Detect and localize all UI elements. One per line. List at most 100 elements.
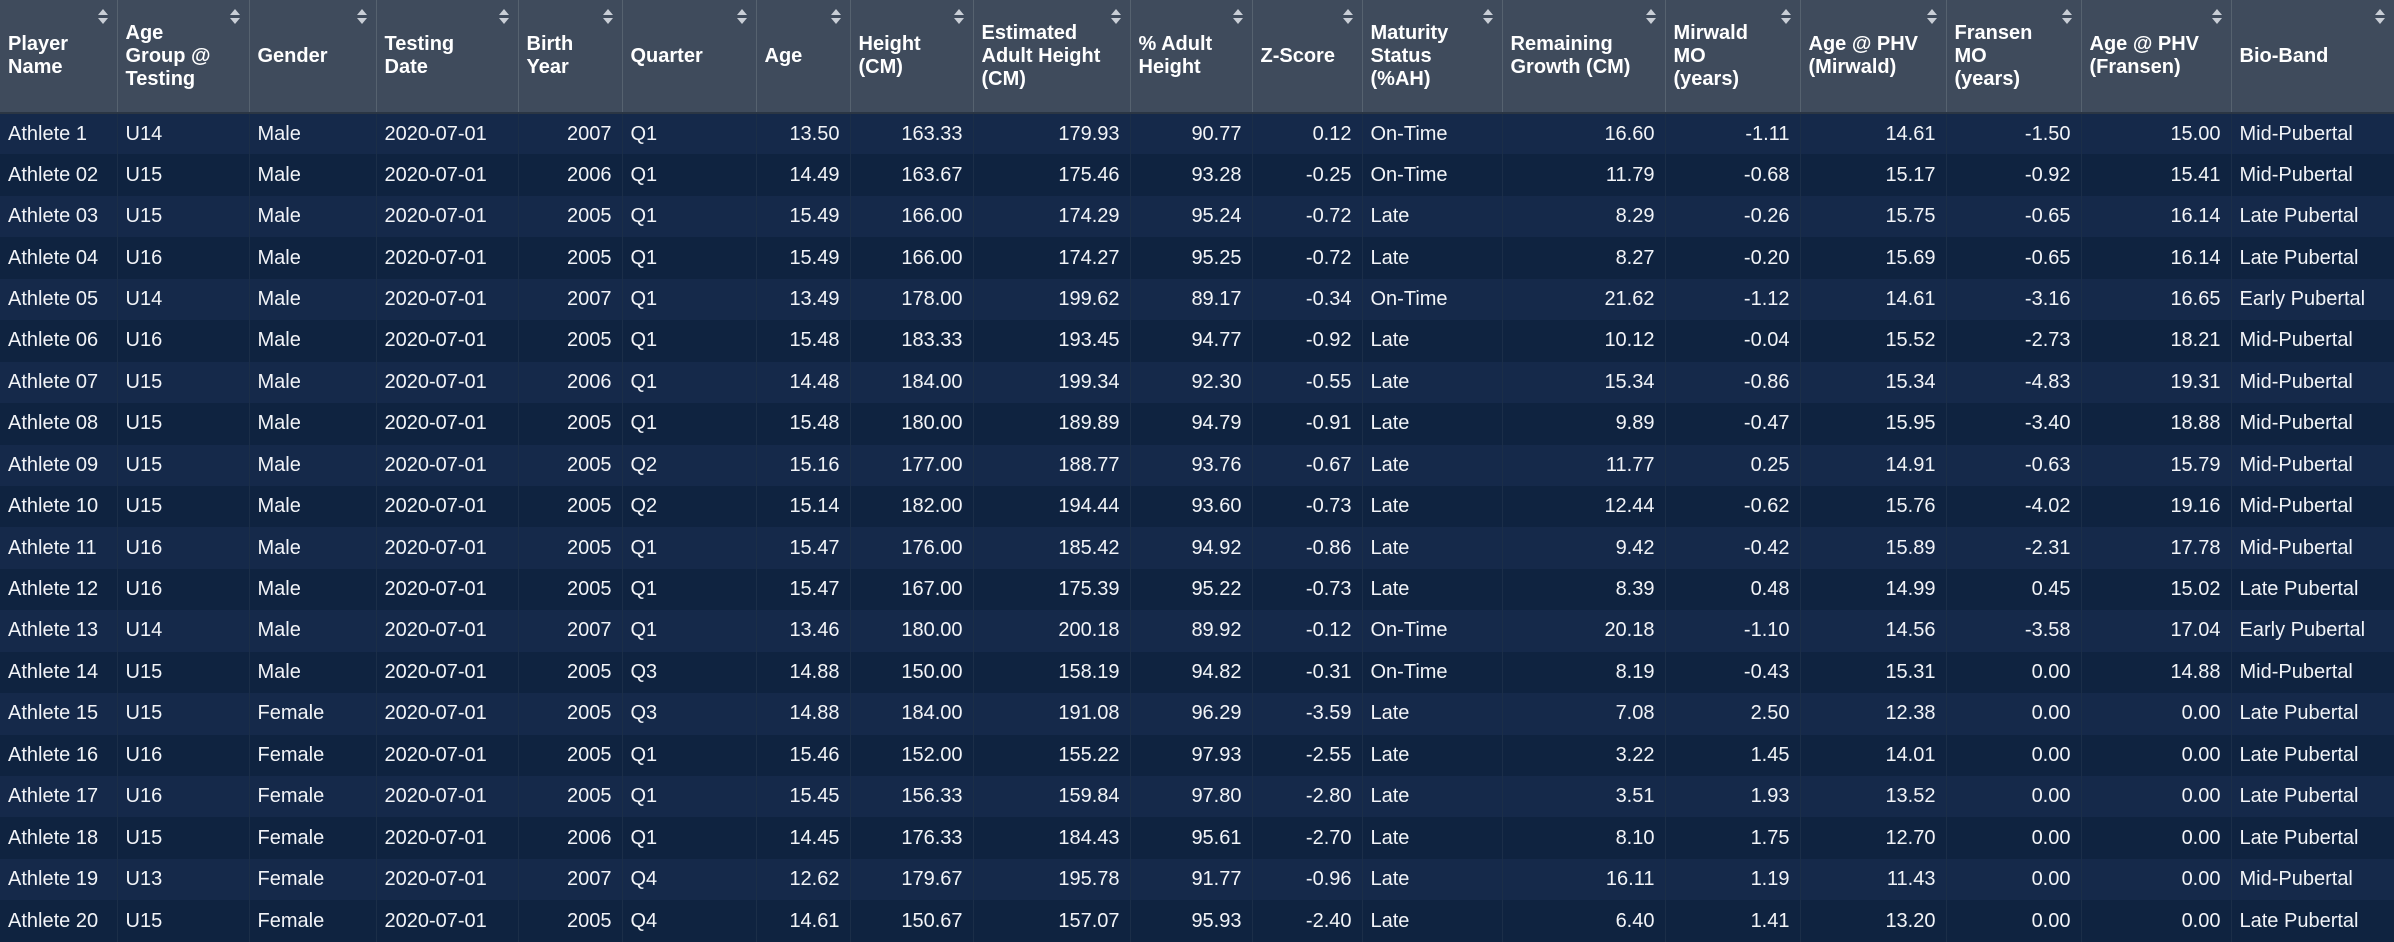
sort-arrows-icon[interactable] — [356, 9, 368, 27]
cell-bio-band: Late Pubertal — [2231, 734, 2394, 776]
sort-arrows-icon[interactable] — [2211, 9, 2223, 27]
cell-gender: Male — [249, 568, 377, 611]
sort-arrows-icon[interactable] — [498, 9, 510, 27]
sort-arrows-icon[interactable] — [830, 9, 842, 27]
cell-bio-band: Mid-Pubertal — [2231, 485, 2394, 528]
cell-age-phv-mirwald: 11.43 — [1800, 858, 1947, 901]
cell-fransen-mo: 0.00 — [1946, 693, 2082, 735]
cell-age: 15.16 — [756, 444, 851, 486]
column-header-fransen-mo[interactable]: Fransen MO (years) — [1946, 0, 2082, 114]
cell-age-phv-mirwald: 14.56 — [1800, 610, 1947, 652]
cell-height: 163.67 — [850, 154, 974, 196]
cell-remaining-growth: 9.42 — [1502, 527, 1666, 569]
table-row[interactable]: Athlete 07 U15 Male 2020-07-01 2006 Q1 14.48 18… — [0, 361, 2394, 404]
sort-arrows-icon[interactable] — [2061, 9, 2073, 27]
sort-arrows-icon[interactable] — [1342, 9, 1354, 27]
sort-arrows-icon[interactable] — [1780, 9, 1792, 27]
table-row[interactable]: Athlete 08 U15 Male 2020-07-01 2005 Q1 15.48 18… — [0, 403, 2394, 445]
sort-arrows-icon[interactable] — [1482, 9, 1494, 27]
column-header-z-score[interactable]: Z-Score — [1252, 0, 1363, 114]
table-row[interactable]: Athlete 1 U14 Male 2020-07-01 2007 Q1 13.50 163… — [0, 113, 2394, 155]
cell-age-phv-mirwald: 14.01 — [1800, 734, 1947, 776]
cell-age: 15.49 — [756, 237, 851, 279]
table-row[interactable]: Athlete 20 U15 Female 2020-07-01 2005 Q4 14.61… — [0, 900, 2394, 942]
table-row[interactable]: Athlete 15 U15 Female 2020-07-01 2005 Q3 14.88… — [0, 693, 2394, 735]
cell-remaining-growth: 8.19 — [1502, 651, 1666, 694]
table-row[interactable]: Athlete 09 U15 Male 2020-07-01 2005 Q2 15.16 17… — [0, 444, 2394, 486]
cell-age-phv-fransen: 19.16 — [2081, 485, 2232, 528]
column-header-testing-date[interactable]: Testing Date — [376, 0, 519, 114]
cell-age-group: U14 — [117, 278, 250, 321]
cell-age-group: U15 — [117, 361, 250, 404]
column-header-age-group[interactable]: Age Group @ Testing — [117, 0, 250, 114]
cell-quarter: Q1 — [622, 568, 757, 611]
table-row[interactable]: Athlete 14 U15 Male 2020-07-01 2005 Q3 14.88 15… — [0, 651, 2394, 694]
cell-bio-band: Early Pubertal — [2231, 278, 2394, 321]
sort-arrows-icon[interactable] — [1645, 9, 1657, 27]
column-header-height[interactable]: Height (CM) — [850, 0, 974, 114]
cell-remaining-growth: 21.62 — [1502, 278, 1666, 321]
cell-player: Athlete 17 — [0, 776, 118, 818]
table-row[interactable]: Athlete 02 U15 Male 2020-07-01 2006 Q1 14.49 16… — [0, 154, 2394, 196]
table-row[interactable]: Athlete 11 U16 Male 2020-07-01 2005 Q1 15.47 17… — [0, 527, 2394, 569]
column-header-gender[interactable]: Gender — [249, 0, 377, 114]
table-row[interactable]: Athlete 19 U13 Female 2020-07-01 2007 Q4 12.62… — [0, 858, 2394, 901]
column-header-est-adult-height[interactable]: Estimated Adult Height (CM) — [973, 0, 1131, 114]
cell-testing-date: 2020-07-01 — [376, 403, 519, 445]
column-header-quarter[interactable]: Quarter — [622, 0, 757, 114]
column-header-birth-year[interactable]: Birth Year — [518, 0, 623, 114]
cell-bio-band: Mid-Pubertal — [2231, 113, 2394, 155]
sort-arrows-icon[interactable] — [2374, 9, 2386, 27]
sort-arrows-icon[interactable] — [1110, 9, 1122, 27]
cell-pct-adult-height: 95.61 — [1130, 817, 1253, 859]
table-row[interactable]: Athlete 04 U16 Male 2020-07-01 2005 Q1 15.49 16… — [0, 237, 2394, 279]
sort-arrows-icon[interactable] — [229, 9, 241, 27]
table-row[interactable]: Athlete 10 U15 Male 2020-07-01 2005 Q2 15.14 18… — [0, 485, 2394, 528]
cell-remaining-growth: 16.60 — [1502, 113, 1666, 155]
table-row[interactable]: Athlete 16 U16 Female 2020-07-01 2005 Q1 15.46… — [0, 734, 2394, 776]
column-header-bio-band[interactable]: Bio-Band — [2231, 0, 2394, 114]
table-row[interactable]: Athlete 05 U14 Male 2020-07-01 2007 Q1 13.49 17… — [0, 278, 2394, 321]
column-header-label: Gender — [257, 44, 328, 67]
cell-age-group: U15 — [117, 195, 250, 238]
cell-height: 180.00 — [850, 610, 974, 652]
column-header-maturity-status[interactable]: Maturity Status (%AH) — [1362, 0, 1503, 114]
table-row[interactable]: Athlete 13 U14 Male 2020-07-01 2007 Q1 13.46 18… — [0, 610, 2394, 652]
column-header-player[interactable]: Player Name — [0, 0, 118, 114]
cell-remaining-growth: 7.08 — [1502, 693, 1666, 735]
cell-age: 13.49 — [756, 278, 851, 321]
cell-quarter: Q1 — [622, 278, 757, 321]
cell-est-adult-height: 157.07 — [973, 900, 1131, 942]
column-header-remaining-growth[interactable]: Remaining Growth (CM) — [1502, 0, 1666, 114]
column-header-age[interactable]: Age — [756, 0, 851, 114]
cell-gender: Male — [249, 651, 377, 694]
cell-bio-band: Late Pubertal — [2231, 776, 2394, 818]
sort-arrows-icon[interactable] — [953, 9, 965, 27]
sort-arrows-icon[interactable] — [1232, 9, 1244, 27]
cell-age-group: U15 — [117, 154, 250, 196]
column-header-age-phv-mirwald[interactable]: Age @ PHV (Mirwald) — [1800, 0, 1947, 114]
cell-testing-date: 2020-07-01 — [376, 527, 519, 569]
table-row[interactable]: Athlete 12 U16 Male 2020-07-01 2005 Q1 15.47 16… — [0, 568, 2394, 611]
sort-arrows-icon[interactable] — [736, 9, 748, 27]
cell-age-group: U16 — [117, 527, 250, 569]
column-header-label: Age — [764, 44, 803, 67]
cell-birth-year: 2006 — [518, 361, 623, 404]
sort-arrows-icon[interactable] — [602, 9, 614, 27]
table-row[interactable]: Athlete 17 U16 Female 2020-07-01 2005 Q1 15.45… — [0, 776, 2394, 818]
table-row[interactable]: Athlete 06 U16 Male 2020-07-01 2005 Q1 15.48 18… — [0, 320, 2394, 362]
sort-arrows-icon[interactable] — [1926, 9, 1938, 27]
cell-bio-band: Late Pubertal — [2231, 195, 2394, 238]
column-header-label: Birth Year — [526, 33, 574, 78]
sort-arrows-icon[interactable] — [97, 9, 109, 27]
column-header-age-phv-fransen[interactable]: Age @ PHV (Fransen) — [2081, 0, 2232, 114]
table-row[interactable]: Athlete 03 U15 Male 2020-07-01 2005 Q1 15.49 16… — [0, 195, 2394, 238]
cell-player: Athlete 06 — [0, 320, 118, 362]
column-header-pct-adult-height[interactable]: % Adult Height — [1130, 0, 1253, 114]
column-header-mirwald-mo[interactable]: Mirwald MO (years) — [1665, 0, 1801, 114]
cell-mirwald-mo: -1.12 — [1665, 278, 1801, 321]
table-row[interactable]: Athlete 18 U15 Female 2020-07-01 2006 Q1 14.45… — [0, 817, 2394, 859]
cell-age-phv-mirwald: 15.89 — [1800, 527, 1947, 569]
cell-z-score: -0.73 — [1252, 568, 1363, 611]
cell-maturity-status: Late — [1362, 776, 1503, 818]
